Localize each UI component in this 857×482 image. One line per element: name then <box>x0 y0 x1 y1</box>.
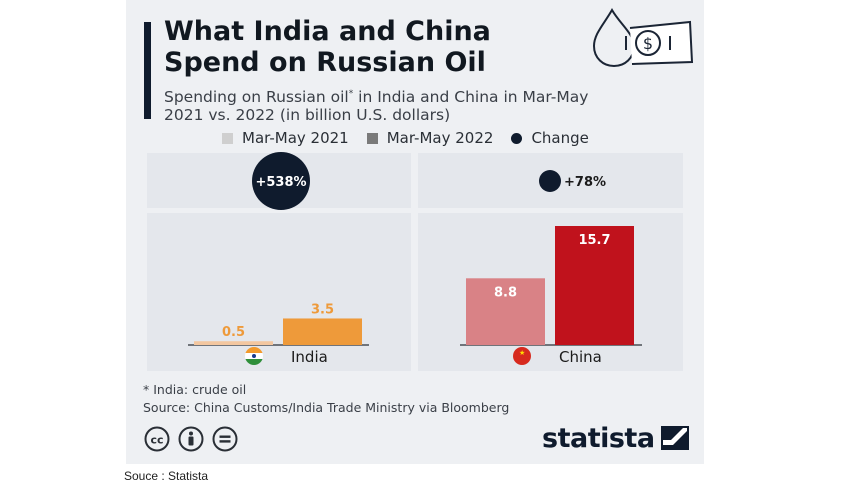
subtitle-text-3: 2021 vs. 2022 (in billion U.S. dollars) <box>164 106 451 125</box>
oil-money-icon: $ <box>592 7 694 68</box>
change-dot-china <box>539 170 561 192</box>
bar-india-2021 <box>194 341 273 345</box>
legend-label-2021: Mar-May 2021 <box>242 129 349 147</box>
bar-label-china-2022: 15.7 <box>578 233 610 248</box>
brand-name: statista <box>542 422 655 454</box>
legend-label-2022: Mar-May 2022 <box>386 129 494 147</box>
bar-label-china-2021: 8.8 <box>494 285 517 300</box>
title-line-2: Spend on Russian Oil <box>164 47 486 78</box>
legend-swatch-change <box>511 132 523 144</box>
bar-china-2021 <box>466 278 545 345</box>
svg-text:★: ★ <box>519 349 525 357</box>
statista-logo-icon <box>660 426 689 450</box>
source-caption: Souce : Statista <box>124 469 209 482</box>
svg-text:cc: cc <box>150 434 163 447</box>
category-label-india: India <box>291 348 328 366</box>
bar-india-2022 <box>283 318 362 345</box>
creative-commons-icon[interactable]: cc <box>144 426 170 452</box>
category-label-china: China <box>559 348 602 366</box>
attribution-icon[interactable] <box>178 426 204 452</box>
legend-item-change: Change <box>511 129 589 147</box>
chart-title: What India and China Spend on Russian Oi… <box>164 16 584 78</box>
bar-china-2022 <box>555 226 634 345</box>
title-line-1: What India and China <box>164 16 491 47</box>
chart-legend: Mar-May 2021 Mar-May 2022 Change <box>222 128 607 148</box>
legend-item-2022: Mar-May 2022 <box>366 129 494 147</box>
india-flag-icon <box>245 347 263 365</box>
change-dot-india <box>252 152 310 210</box>
subtitle-text-2: in India and China in Mar-May <box>353 88 589 107</box>
legend-swatch-2022 <box>366 132 378 144</box>
bar-chart: ★ 0.5 3.5 India +538% 8.8 15.7 China +78% <box>188 152 642 366</box>
change-label-china: +78% <box>564 175 606 190</box>
bar-label-india-2021: 0.5 <box>222 325 245 340</box>
legend-label-change: Change <box>531 129 589 147</box>
license-icons: cc <box>144 426 246 452</box>
chart-footnotes: * India: crude oil Source: China Customs… <box>143 381 509 417</box>
legend-swatch-2021 <box>222 132 233 144</box>
change-label-india: +538% <box>255 175 306 190</box>
infographic-card: What India and China Spend on Russian Oi… <box>126 0 704 464</box>
no-derivatives-icon[interactable] <box>212 426 238 452</box>
subtitle-text-1: Spending on Russian oil <box>164 88 349 107</box>
china-flag-icon: ★ <box>513 347 531 365</box>
subtitle-footnote-mark: * <box>348 89 354 99</box>
source-note: Source: China Customs/India Trade Minist… <box>143 400 510 415</box>
chart-subtitle: Spending on Russian oil* in India and Ch… <box>164 85 684 124</box>
statista-logo[interactable]: statista <box>542 422 689 454</box>
svg-text:$: $ <box>643 34 653 53</box>
title-accent-bar <box>144 22 151 119</box>
footnote-india: * India: crude oil <box>143 382 247 397</box>
legend-item-2021: Mar-May 2021 <box>222 129 349 147</box>
bar-label-india-2022: 3.5 <box>311 302 334 317</box>
